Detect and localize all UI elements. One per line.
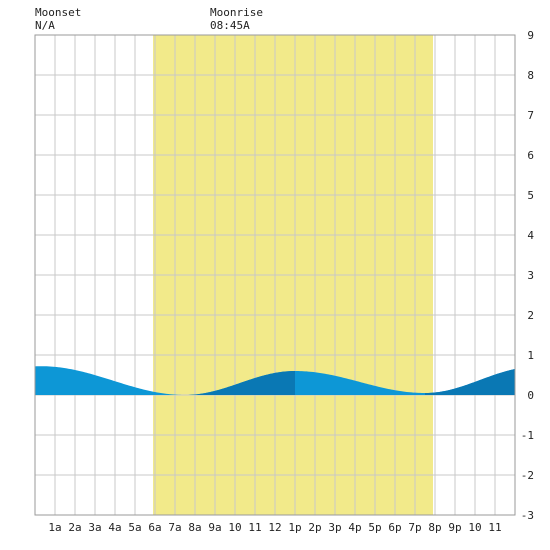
tide-area-rising xyxy=(185,371,295,395)
x-tick-label: 7p xyxy=(408,521,421,534)
tide-area-rising xyxy=(425,369,515,395)
y-tick-label: -3 xyxy=(521,509,534,522)
plot-border xyxy=(34,34,516,516)
x-tick-label: 6p xyxy=(388,521,401,534)
x-tick-label: 8p xyxy=(428,521,441,534)
x-tick-label: 8a xyxy=(188,521,201,534)
x-tick-label: 11 xyxy=(248,521,261,534)
x-tick-label: 10 xyxy=(468,521,481,534)
x-tick-label: 2a xyxy=(68,521,81,534)
y-tick-label: -2 xyxy=(521,469,534,482)
x-tick-label: 1a xyxy=(48,521,61,534)
moonrise-time: 08:45A xyxy=(210,19,250,32)
x-tick-label: 9a xyxy=(208,521,221,534)
x-tick-label: 11 xyxy=(488,521,501,534)
y-tick-label: -1 xyxy=(521,429,534,442)
y-tick-label: 3 xyxy=(527,269,534,282)
y-tick-label: 2 xyxy=(527,309,534,322)
x-tick-label: 4a xyxy=(108,521,121,534)
y-tick-label: 5 xyxy=(527,189,534,202)
x-tick-label: 6a xyxy=(148,521,161,534)
moonrise-label: Moonrise xyxy=(210,6,263,19)
y-tick-label: 1 xyxy=(527,349,534,362)
x-tick-label: 10 xyxy=(228,521,241,534)
x-tick-label: 4p xyxy=(348,521,361,534)
x-tick-label: 12 xyxy=(268,521,281,534)
y-tick-label: 9 xyxy=(527,29,534,42)
x-tick-label: 5p xyxy=(368,521,381,534)
y-tick-label: 6 xyxy=(527,149,534,162)
y-tick-label: 4 xyxy=(527,229,534,242)
y-tick-label: 8 xyxy=(527,69,534,82)
y-tick-label: 7 xyxy=(527,109,534,122)
x-tick-label: 5a xyxy=(128,521,141,534)
x-tick-label: 3a xyxy=(88,521,101,534)
x-tick-label: 7a xyxy=(168,521,181,534)
x-tick-label: 1p xyxy=(288,521,301,534)
moonset-label: Moonset xyxy=(35,6,82,19)
x-tick-label: 9p xyxy=(448,521,461,534)
x-tick-label: 3p xyxy=(328,521,341,534)
x-tick-label: 2p xyxy=(308,521,321,534)
y-tick-label: 0 xyxy=(527,389,534,402)
moonset-time: N/A xyxy=(35,19,55,32)
